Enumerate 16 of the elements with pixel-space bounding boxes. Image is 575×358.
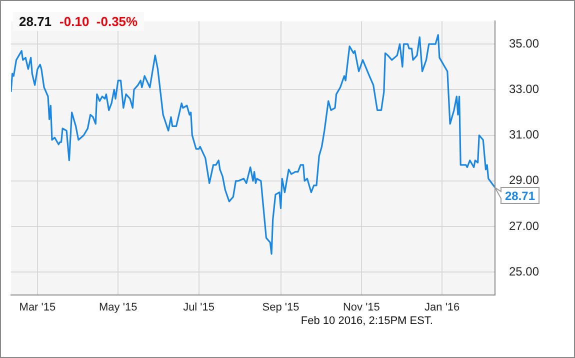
x-tick-label: Jul '15 [183,302,215,314]
x-tick-label: Nov '15 [342,302,380,314]
chart-title: 28.71 [19,14,52,29]
chart-subtitle: -0.10 -0.35% [60,14,138,29]
x-tick-label: Jan '16 [424,302,460,314]
y-tick-label: 35.00 [509,36,540,50]
x-tick-label: Sep '15 [262,302,300,314]
y-tick-label: 29.00 [509,173,540,188]
x-tick-label: Mar '15 [19,302,56,314]
y-tick-label: 25.00 [509,264,540,278]
text: Feb 10 2016, 2:15PM EST. [300,315,433,327]
y-tick-label: 33.00 [509,82,540,96]
annotation: 28.71 [505,188,536,203]
y-tick-label: 31.00 [509,128,540,142]
y-tick-label: 27.00 [509,218,540,233]
x-tick-label: May '15 [99,302,138,314]
